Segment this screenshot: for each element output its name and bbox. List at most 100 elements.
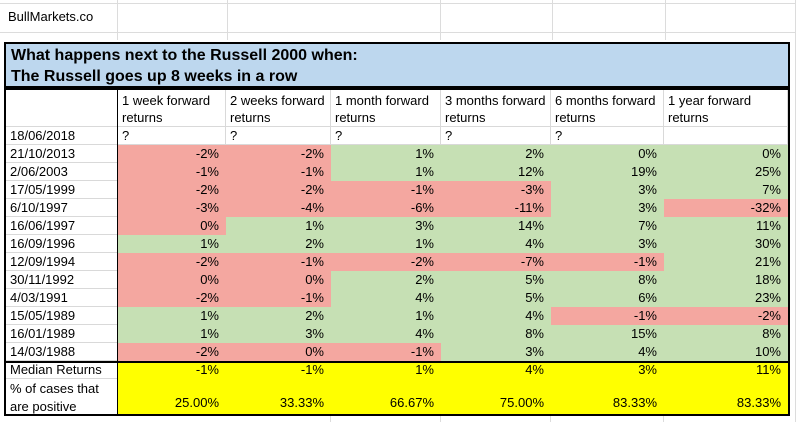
return-cell[interactable]: 12% (441, 163, 551, 181)
return-cell[interactable]: 4% (441, 307, 551, 325)
return-cell[interactable]: 7% (551, 217, 664, 235)
return-cell[interactable]: 0% (226, 271, 331, 289)
percent-positive-value-cell[interactable]: 33.33% (226, 379, 331, 414)
date-cell[interactable]: 18/06/2018 (6, 127, 118, 145)
return-cell[interactable]: 4% (551, 343, 664, 361)
return-cell[interactable]: -3% (441, 181, 551, 199)
return-cell[interactable]: 18% (664, 271, 788, 289)
percent-positive-value-cell[interactable]: 75.00% (441, 379, 551, 414)
return-cell[interactable]: -11% (441, 199, 551, 217)
date-cell[interactable]: 4/03/1991 (6, 289, 118, 307)
date-cell[interactable]: 17/05/1999 (6, 181, 118, 199)
median-label-cell[interactable]: Median Returns (6, 361, 118, 379)
percent-positive-label-cell[interactable]: % of cases that are positive (6, 379, 118, 414)
return-cell[interactable]: 8% (441, 325, 551, 343)
return-cell[interactable]: -2% (226, 181, 331, 199)
median-value-cell[interactable]: 1% (331, 361, 441, 379)
date-cell[interactable]: 16/09/1996 (6, 235, 118, 253)
return-cell[interactable]: 14% (441, 217, 551, 235)
return-cell[interactable]: -1% (331, 343, 441, 361)
percent-positive-value-cell[interactable]: 83.33% (664, 379, 788, 414)
return-cell[interactable]: -1% (551, 307, 664, 325)
percent-positive-value-cell[interactable]: 83.33% (551, 379, 664, 414)
return-cell[interactable]: -7% (441, 253, 551, 271)
return-cell[interactable]: 4% (441, 235, 551, 253)
return-cell[interactable]: 1% (331, 163, 441, 181)
percent-positive-value-cell[interactable]: 66.67% (331, 379, 441, 414)
return-cell[interactable]: 1% (331, 145, 441, 163)
return-cell[interactable]: 10% (664, 343, 788, 361)
return-cell[interactable]: 1% (226, 217, 331, 235)
date-cell[interactable]: 6/10/1997 (6, 199, 118, 217)
return-cell[interactable]: 0% (551, 145, 664, 163)
return-cell[interactable]: 11% (664, 217, 788, 235)
date-cell[interactable]: 21/10/2013 (6, 145, 118, 163)
return-cell[interactable]: -6% (331, 199, 441, 217)
return-cell[interactable]: 2% (331, 271, 441, 289)
return-cell[interactable]: -2% (118, 343, 226, 361)
corner-cell[interactable] (6, 90, 118, 127)
return-cell[interactable]: 2% (226, 235, 331, 253)
return-cell[interactable]: -32% (664, 199, 788, 217)
return-cell[interactable]: -2% (664, 307, 788, 325)
return-cell[interactable]: 4% (331, 289, 441, 307)
return-cell[interactable]: 3% (551, 235, 664, 253)
median-value-cell[interactable]: -1% (226, 361, 331, 379)
pending-value-cell[interactable]: ? (441, 127, 551, 145)
return-cell[interactable]: 21% (664, 253, 788, 271)
return-cell[interactable]: 1% (118, 325, 226, 343)
return-cell[interactable]: -2% (118, 289, 226, 307)
return-cell[interactable]: 0% (226, 343, 331, 361)
return-cell[interactable]: 1% (331, 307, 441, 325)
return-cell[interactable]: -1% (331, 181, 441, 199)
return-cell[interactable]: 1% (118, 307, 226, 325)
pending-value-cell[interactable]: ? (118, 127, 226, 145)
return-cell[interactable]: 3% (226, 325, 331, 343)
return-cell[interactable]: -2% (118, 145, 226, 163)
return-cell[interactable]: 6% (551, 289, 664, 307)
median-value-cell[interactable]: 3% (551, 361, 664, 379)
return-cell[interactable]: -1% (226, 163, 331, 181)
column-header-cell[interactable]: 6 months forward returns (551, 90, 664, 127)
pending-value-cell[interactable] (664, 127, 788, 145)
percent-positive-value-cell[interactable]: 25.00% (118, 379, 226, 414)
pending-value-cell[interactable]: ? (226, 127, 331, 145)
date-cell[interactable]: 16/06/1997 (6, 217, 118, 235)
return-cell[interactable]: 8% (664, 325, 788, 343)
return-cell[interactable]: -1% (118, 163, 226, 181)
median-value-cell[interactable]: 4% (441, 361, 551, 379)
return-cell[interactable]: -4% (226, 199, 331, 217)
return-cell[interactable]: 5% (441, 271, 551, 289)
return-cell[interactable]: 3% (551, 199, 664, 217)
return-cell[interactable]: 19% (551, 163, 664, 181)
return-cell[interactable]: 0% (118, 271, 226, 289)
return-cell[interactable]: -2% (118, 181, 226, 199)
column-header-cell[interactable]: 2 weeks forward returns (226, 90, 331, 127)
column-header-cell[interactable]: 1 month forward returns (331, 90, 441, 127)
column-header-cell[interactable]: 3 months forward returns (441, 90, 551, 127)
median-value-cell[interactable]: -1% (118, 361, 226, 379)
return-cell[interactable]: -2% (331, 253, 441, 271)
return-cell[interactable]: -2% (118, 253, 226, 271)
return-cell[interactable]: 5% (441, 289, 551, 307)
date-cell[interactable]: 16/01/1989 (6, 325, 118, 343)
date-cell[interactable]: 12/09/1994 (6, 253, 118, 271)
return-cell[interactable]: 30% (664, 235, 788, 253)
date-cell[interactable]: 14/03/1988 (6, 343, 118, 361)
column-header-cell[interactable]: 1 week forward returns (118, 90, 226, 127)
return-cell[interactable]: 23% (664, 289, 788, 307)
return-cell[interactable]: 2% (226, 307, 331, 325)
return-cell[interactable]: -1% (226, 253, 331, 271)
return-cell[interactable]: -2% (226, 145, 331, 163)
return-cell[interactable]: 7% (664, 181, 788, 199)
pending-value-cell[interactable]: ? (331, 127, 441, 145)
date-cell[interactable]: 2/06/2003 (6, 163, 118, 181)
return-cell[interactable]: -1% (551, 253, 664, 271)
return-cell[interactable]: 1% (331, 235, 441, 253)
return-cell[interactable]: 3% (551, 181, 664, 199)
return-cell[interactable]: -3% (118, 199, 226, 217)
return-cell[interactable]: -1% (226, 289, 331, 307)
return-cell[interactable]: 0% (664, 145, 788, 163)
return-cell[interactable]: 2% (441, 145, 551, 163)
date-cell[interactable]: 15/05/1989 (6, 307, 118, 325)
